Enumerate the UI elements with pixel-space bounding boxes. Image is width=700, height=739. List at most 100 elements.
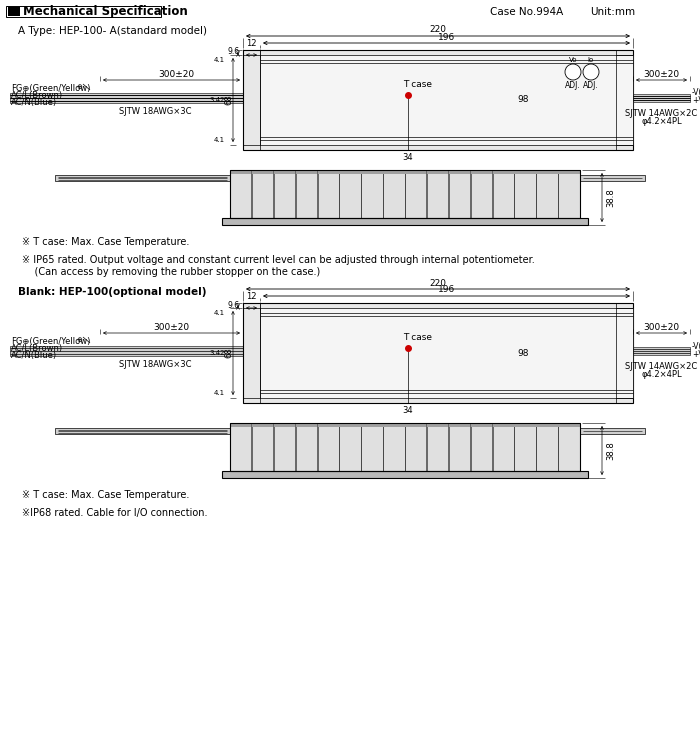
Text: AC/N(Blue): AC/N(Blue) [11,98,57,107]
Bar [470,423,492,471]
Text: (Can access by removing the rubber stopper on the case.): (Can access by removing the rubber stopp… [22,267,321,277]
Bar [449,423,470,427]
Text: FG⊕(Green/Yellow): FG⊕(Green/Yellow) [11,337,90,346]
Bar [8,7,20,16]
Text: AC/L(Brown): AC/L(Brown) [11,344,63,353]
Text: SJTW 18AWG×3C: SJTW 18AWG×3C [119,107,191,116]
Text: ADJ.: ADJ. [583,81,599,90]
Bar [558,170,580,174]
Bar [295,423,317,427]
Bar [230,170,251,218]
Bar [470,170,492,218]
Bar [493,170,514,174]
Text: ※ IP65 rated. Output voltage and constant current level can be adjusted through : ※ IP65 rated. Output voltage and constan… [22,255,535,265]
Bar [405,423,426,427]
Text: 68: 68 [224,347,233,358]
Text: SJTW 14AWG×2C: SJTW 14AWG×2C [625,362,698,371]
Text: ※ T case: Max. Case Temperature.: ※ T case: Max. Case Temperature. [22,490,190,500]
Bar [580,428,645,434]
Bar [536,423,558,471]
Bar [514,170,536,174]
Bar [295,423,317,471]
Text: 300±20: 300±20 [643,323,680,332]
Text: Io: Io [588,57,594,63]
Bar [427,170,448,218]
Text: T case: T case [403,80,432,89]
Bar [274,423,295,471]
Text: ※IP68 rated. Cable for I/O connection.: ※IP68 rated. Cable for I/O connection. [22,508,207,518]
Bar [383,170,405,218]
Text: 196: 196 [438,33,455,41]
Text: SJTW 18AWG×3C: SJTW 18AWG×3C [119,360,191,369]
Bar [493,170,514,218]
Text: Vo: Vo [568,57,578,63]
Bar [449,170,470,218]
Bar [383,423,405,471]
Bar [230,170,251,174]
Bar [222,218,588,225]
Bar [295,170,317,218]
Bar [493,423,514,471]
Text: -V(Black): -V(Black) [692,341,700,350]
Text: 220: 220 [430,279,447,287]
Bar [295,170,317,174]
Text: 68: 68 [224,95,233,106]
Bar [260,308,633,398]
Bar [10,93,243,103]
Bar [230,170,580,218]
Text: 196: 196 [438,285,455,295]
Bar [340,423,360,471]
Circle shape [583,64,599,80]
Circle shape [565,64,581,80]
Bar [427,423,448,471]
Text: 300±20: 300±20 [153,323,190,332]
Text: 12: 12 [246,292,256,301]
Bar [633,94,690,102]
Text: Blank: HEP-100(optional model): Blank: HEP-100(optional model) [18,287,206,297]
Bar [55,175,230,181]
Text: φ4.2×4PL: φ4.2×4PL [641,117,682,126]
Text: AC/N(Blue): AC/N(Blue) [11,351,57,360]
Text: 3.42: 3.42 [209,350,225,356]
Text: 9.6: 9.6 [228,47,240,56]
Bar [318,423,339,471]
Bar [405,423,426,471]
Text: Case No.994A: Case No.994A [490,7,564,17]
Bar [536,423,558,427]
Bar [633,347,690,355]
Bar [340,170,360,174]
Bar [449,423,470,471]
Bar [383,423,405,427]
Bar [361,170,383,218]
Bar [558,423,580,427]
Bar [558,423,580,471]
Bar [536,170,558,218]
Bar [252,170,273,218]
Bar [514,170,536,218]
Text: ※ T case: Max. Case Temperature.: ※ T case: Max. Case Temperature. [22,237,190,247]
Bar [470,423,492,427]
Bar [6,6,161,17]
Text: 4.1: 4.1 [214,310,225,316]
Bar [580,175,645,181]
Text: 98: 98 [517,349,528,358]
Bar [230,423,251,471]
Bar [470,170,492,174]
Bar [340,423,360,427]
Text: 300±20: 300±20 [643,70,680,79]
Text: -V(Black): -V(Black) [692,89,700,98]
Text: ⊕: ⊕ [76,84,82,90]
Bar [558,170,580,218]
Text: 220: 220 [430,26,447,35]
Text: 34: 34 [402,406,413,415]
Text: +V(Red): +V(Red) [692,97,700,106]
Bar [243,303,633,403]
Text: 98: 98 [517,95,528,104]
Text: 38.8: 38.8 [606,188,615,207]
Text: 4.1: 4.1 [214,137,225,143]
Bar [427,423,448,427]
Bar [427,170,448,174]
Text: 9.6: 9.6 [228,301,240,310]
Text: φ4.2×4PL: φ4.2×4PL [641,370,682,379]
Text: 4.1: 4.1 [214,57,225,63]
